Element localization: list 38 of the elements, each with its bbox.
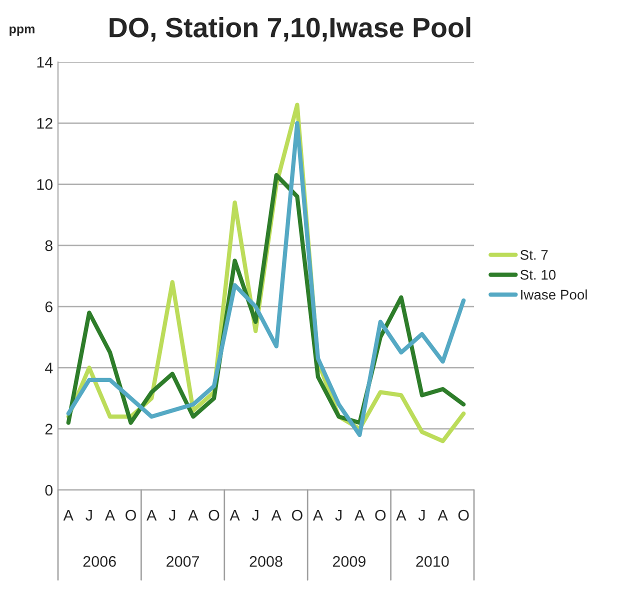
y-tick-label: 8 (45, 240, 52, 252)
x-tick-label: J (168, 510, 176, 521)
x-tick-label: A (354, 510, 365, 521)
y-tick-label: 4 (44, 362, 53, 374)
y-tick-label: 12 (37, 118, 52, 129)
text: 2006 (83, 556, 116, 567)
x-tick-label: J (86, 510, 92, 521)
x-tick-label: A (104, 510, 116, 521)
text: 2010 (416, 556, 449, 567)
x-tick-label: A (271, 510, 282, 521)
x-tick-label: A (146, 510, 157, 521)
x-tick-label: J (335, 510, 342, 521)
y-axis-title: ppm (10, 26, 34, 36)
x-tick-label: J (418, 510, 425, 521)
y-tick-label: 2 (45, 424, 52, 434)
x-tick-label: J (252, 510, 258, 521)
y-tick-label: 6 (45, 301, 52, 312)
x-tick-label: O (375, 510, 386, 521)
legend-label: St. 7 (520, 250, 548, 260)
x-tick-label: A (230, 510, 240, 521)
x-tick-label: A (188, 510, 198, 521)
x-tick-label: A (438, 510, 448, 521)
y-tick-label: 0 (45, 484, 53, 496)
x-tick-label: O (458, 510, 469, 521)
x-tick-label: O (292, 510, 302, 521)
x-tick-label: O (208, 510, 220, 521)
text: 2008 (250, 556, 282, 567)
x-tick-label: A (63, 510, 74, 521)
y-tick-label: 14 (37, 57, 53, 68)
text: 2009 (332, 556, 366, 567)
x-tick-label: A (396, 510, 406, 521)
x-tick-label: O (126, 510, 136, 521)
legend-label: Iwase Pool (521, 289, 587, 300)
chart-title: DO, Station 7,10,Iwase Pool (110, 17, 470, 42)
x-tick-label: A (312, 510, 324, 521)
y-tick-label: 10 (37, 179, 53, 190)
legend-label: St. 10 (520, 270, 556, 280)
text: 2007 (166, 556, 200, 567)
